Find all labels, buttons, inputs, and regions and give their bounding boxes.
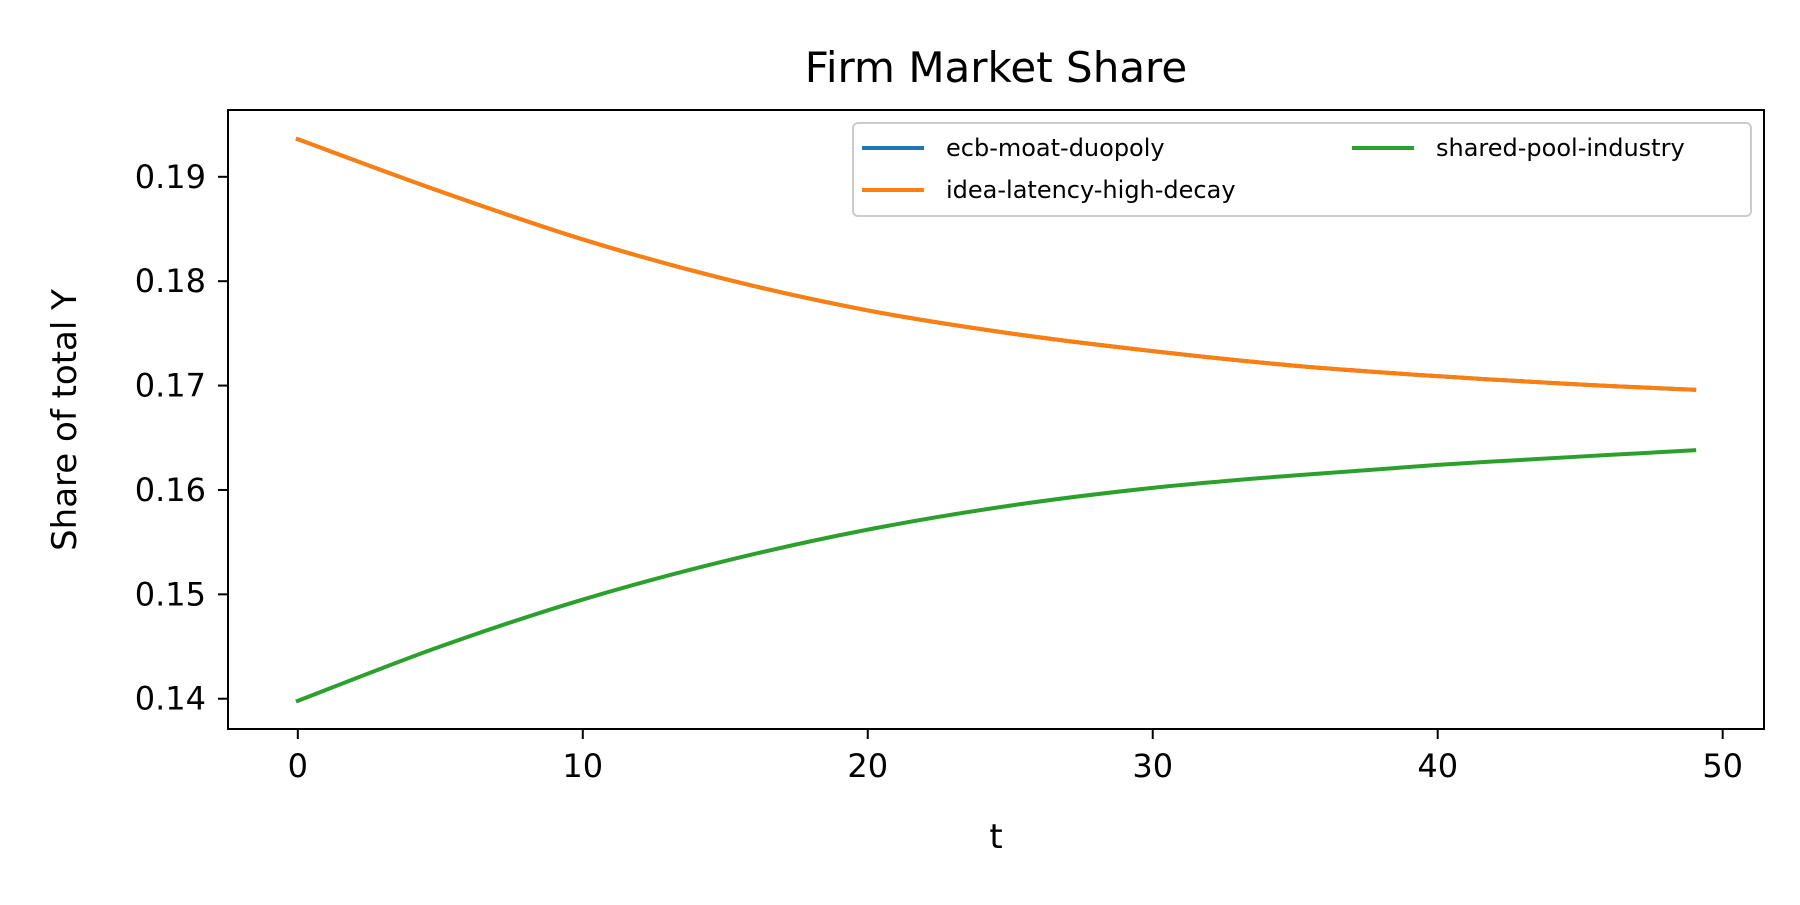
plot-lines	[295, 136, 1697, 704]
x-tick-label: 30	[1132, 747, 1173, 785]
y-tick-label: 0.16	[135, 471, 206, 509]
y-tick-label: 0.15	[135, 575, 206, 613]
y-tick-label: 0.19	[135, 158, 206, 196]
y-tick-label: 0.14	[135, 680, 206, 718]
x-tick-label: 50	[1702, 747, 1743, 785]
x-axis: 0 10 20 30 40 50	[288, 729, 1743, 785]
x-tick-label: 10	[562, 747, 603, 785]
y-tick-label: 0.18	[135, 262, 206, 300]
y-tick-label: 0.17	[135, 367, 206, 405]
legend: ecb-moat-duopoly idea-latency-high-decay s…	[852, 122, 1752, 217]
x-tick-label: 0	[288, 747, 308, 785]
plot-frame	[227, 109, 1765, 730]
series-line-idea-latency-high-decay	[295, 136, 1697, 392]
x-tick-label: 20	[847, 747, 888, 785]
legend-label-shared-pool-industry: shared-pool-industry	[1436, 134, 1685, 162]
legend-label-idea-latency-high-decay: idea-latency-high-decay	[946, 176, 1236, 204]
y-axis: 0.14 0.15 0.16 0.17 0.18 0.19	[135, 158, 228, 718]
series-line-shared-pool-industry	[295, 448, 1697, 704]
legend-label-ecb-moat-duopoly: ecb-moat-duopoly	[946, 134, 1165, 162]
y-axis-label: Share of total Y	[45, 289, 85, 551]
x-axis-label: t	[989, 817, 1002, 857]
legend-box	[852, 122, 1752, 217]
x-tick-label: 40	[1417, 747, 1458, 785]
chart-title: Firm Market Share	[805, 43, 1188, 92]
